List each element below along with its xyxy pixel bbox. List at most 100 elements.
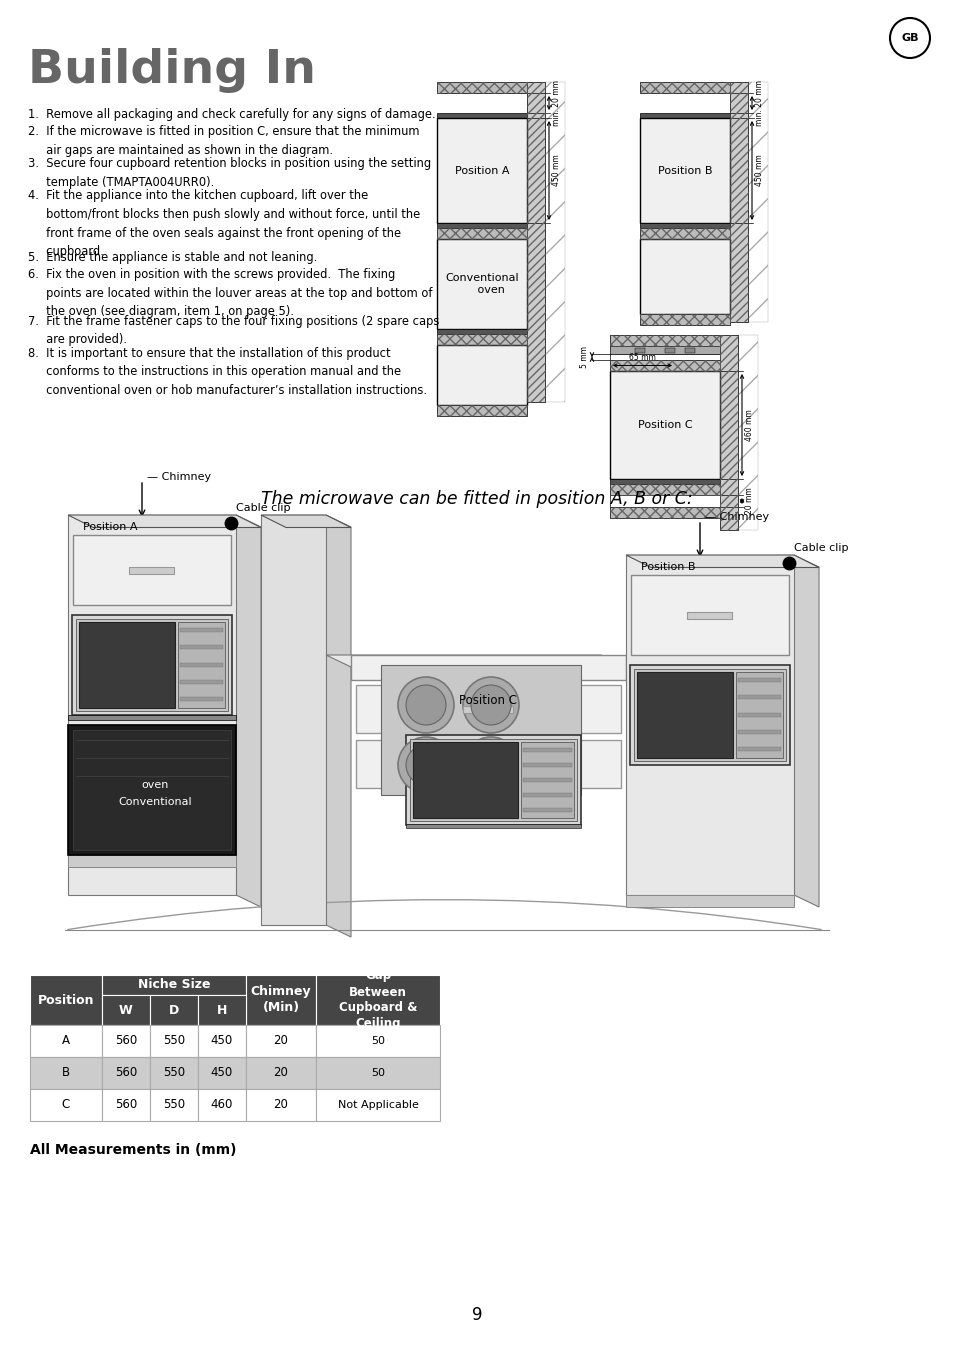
Text: 450: 450	[211, 1066, 233, 1079]
Bar	[738, 747, 781, 751]
Bar	[729, 82, 747, 322]
Bar	[73, 730, 231, 850]
Text: 460 mm: 460 mm	[744, 409, 753, 440]
Text: oven: oven	[141, 780, 169, 790]
Bar	[436, 228, 526, 239]
Bar	[79, 621, 174, 708]
Bar	[463, 761, 513, 767]
Bar	[436, 405, 526, 416]
Text: The microwave can be fitted in position A, B or C:: The microwave can be fitted in position …	[261, 490, 692, 508]
Bar	[609, 484, 720, 494]
Bar	[463, 707, 513, 713]
Text: GB: GB	[901, 32, 918, 43]
Circle shape	[462, 677, 518, 734]
Bar	[150, 1025, 198, 1056]
Bar	[522, 763, 572, 767]
Bar	[30, 975, 102, 1025]
Text: min. 20 mm: min. 20 mm	[552, 80, 560, 126]
Bar	[720, 335, 738, 530]
Text: 460: 460	[211, 1098, 233, 1112]
Text: C: C	[62, 1098, 71, 1112]
Bar	[738, 678, 781, 682]
Bar	[687, 612, 732, 619]
Text: 20 mm: 20 mm	[744, 488, 753, 515]
Bar	[609, 335, 720, 346]
Bar	[180, 663, 223, 666]
Text: 7.  Fit the frame fastener caps to the four fixing positions (2 spare caps
     : 7. Fit the frame fastener caps to the fo…	[28, 315, 439, 346]
Bar	[130, 567, 174, 574]
Bar	[526, 82, 544, 403]
Text: 3.  Secure four cupboard retention blocks in position using the setting
     tem: 3. Secure four cupboard retention blocks…	[28, 158, 431, 189]
Bar	[436, 82, 526, 93]
Bar	[436, 82, 526, 93]
Text: B: B	[62, 1066, 70, 1079]
Bar	[30, 1025, 102, 1056]
Bar	[436, 118, 526, 223]
Text: 450: 450	[211, 1035, 233, 1047]
Bar	[68, 515, 235, 894]
Bar	[436, 223, 526, 228]
Bar	[609, 359, 720, 372]
Text: Cable clip: Cable clip	[793, 543, 847, 553]
Bar	[102, 1025, 150, 1056]
Bar	[76, 619, 228, 711]
Text: 560: 560	[114, 1066, 137, 1079]
FancyArrowPatch shape	[68, 900, 821, 929]
Bar	[635, 349, 644, 353]
Text: Position A: Position A	[83, 521, 137, 532]
Bar	[30, 1089, 102, 1121]
Bar	[609, 359, 720, 372]
Text: — Chimney: — Chimney	[704, 512, 768, 521]
Bar	[729, 82, 747, 322]
Text: 560: 560	[114, 1098, 137, 1112]
Circle shape	[471, 685, 511, 725]
Bar	[150, 1056, 198, 1089]
Bar	[639, 228, 729, 239]
Bar	[522, 778, 572, 782]
Text: 20: 20	[274, 1066, 288, 1079]
Bar	[625, 555, 793, 894]
Polygon shape	[235, 515, 261, 907]
Bar	[609, 335, 720, 346]
Bar	[436, 405, 526, 416]
Bar	[639, 113, 729, 118]
Bar	[150, 1089, 198, 1121]
Polygon shape	[68, 515, 261, 527]
Bar	[315, 1089, 439, 1121]
Text: min. 20 mm: min. 20 mm	[754, 80, 763, 126]
Bar	[180, 680, 223, 684]
Bar	[544, 82, 564, 403]
Text: 9: 9	[471, 1306, 482, 1324]
Bar	[664, 349, 675, 353]
Bar	[609, 372, 720, 480]
Bar	[609, 494, 720, 507]
Bar	[639, 82, 729, 93]
Bar	[406, 824, 580, 828]
Bar	[380, 665, 580, 794]
Text: W: W	[119, 1004, 132, 1016]
Bar	[406, 735, 580, 825]
Bar	[102, 1056, 150, 1089]
Bar	[178, 621, 225, 708]
Circle shape	[471, 744, 511, 785]
Text: Position B: Position B	[657, 166, 712, 176]
Text: — Chimney: — Chimney	[147, 471, 211, 482]
Text: Position B: Position B	[640, 562, 695, 571]
Bar	[198, 1056, 246, 1089]
Polygon shape	[625, 555, 818, 567]
Bar	[413, 742, 517, 817]
Bar	[738, 713, 781, 716]
Bar	[738, 335, 758, 530]
Bar	[639, 313, 729, 326]
Text: D: D	[169, 1004, 179, 1016]
Bar	[639, 239, 729, 313]
Bar	[637, 671, 732, 758]
Bar	[351, 655, 625, 680]
Bar	[639, 223, 729, 228]
Bar	[436, 334, 526, 345]
Bar	[246, 1089, 315, 1121]
Bar	[639, 82, 729, 93]
Bar	[246, 975, 315, 1025]
Bar	[720, 335, 738, 530]
Bar	[71, 615, 232, 715]
